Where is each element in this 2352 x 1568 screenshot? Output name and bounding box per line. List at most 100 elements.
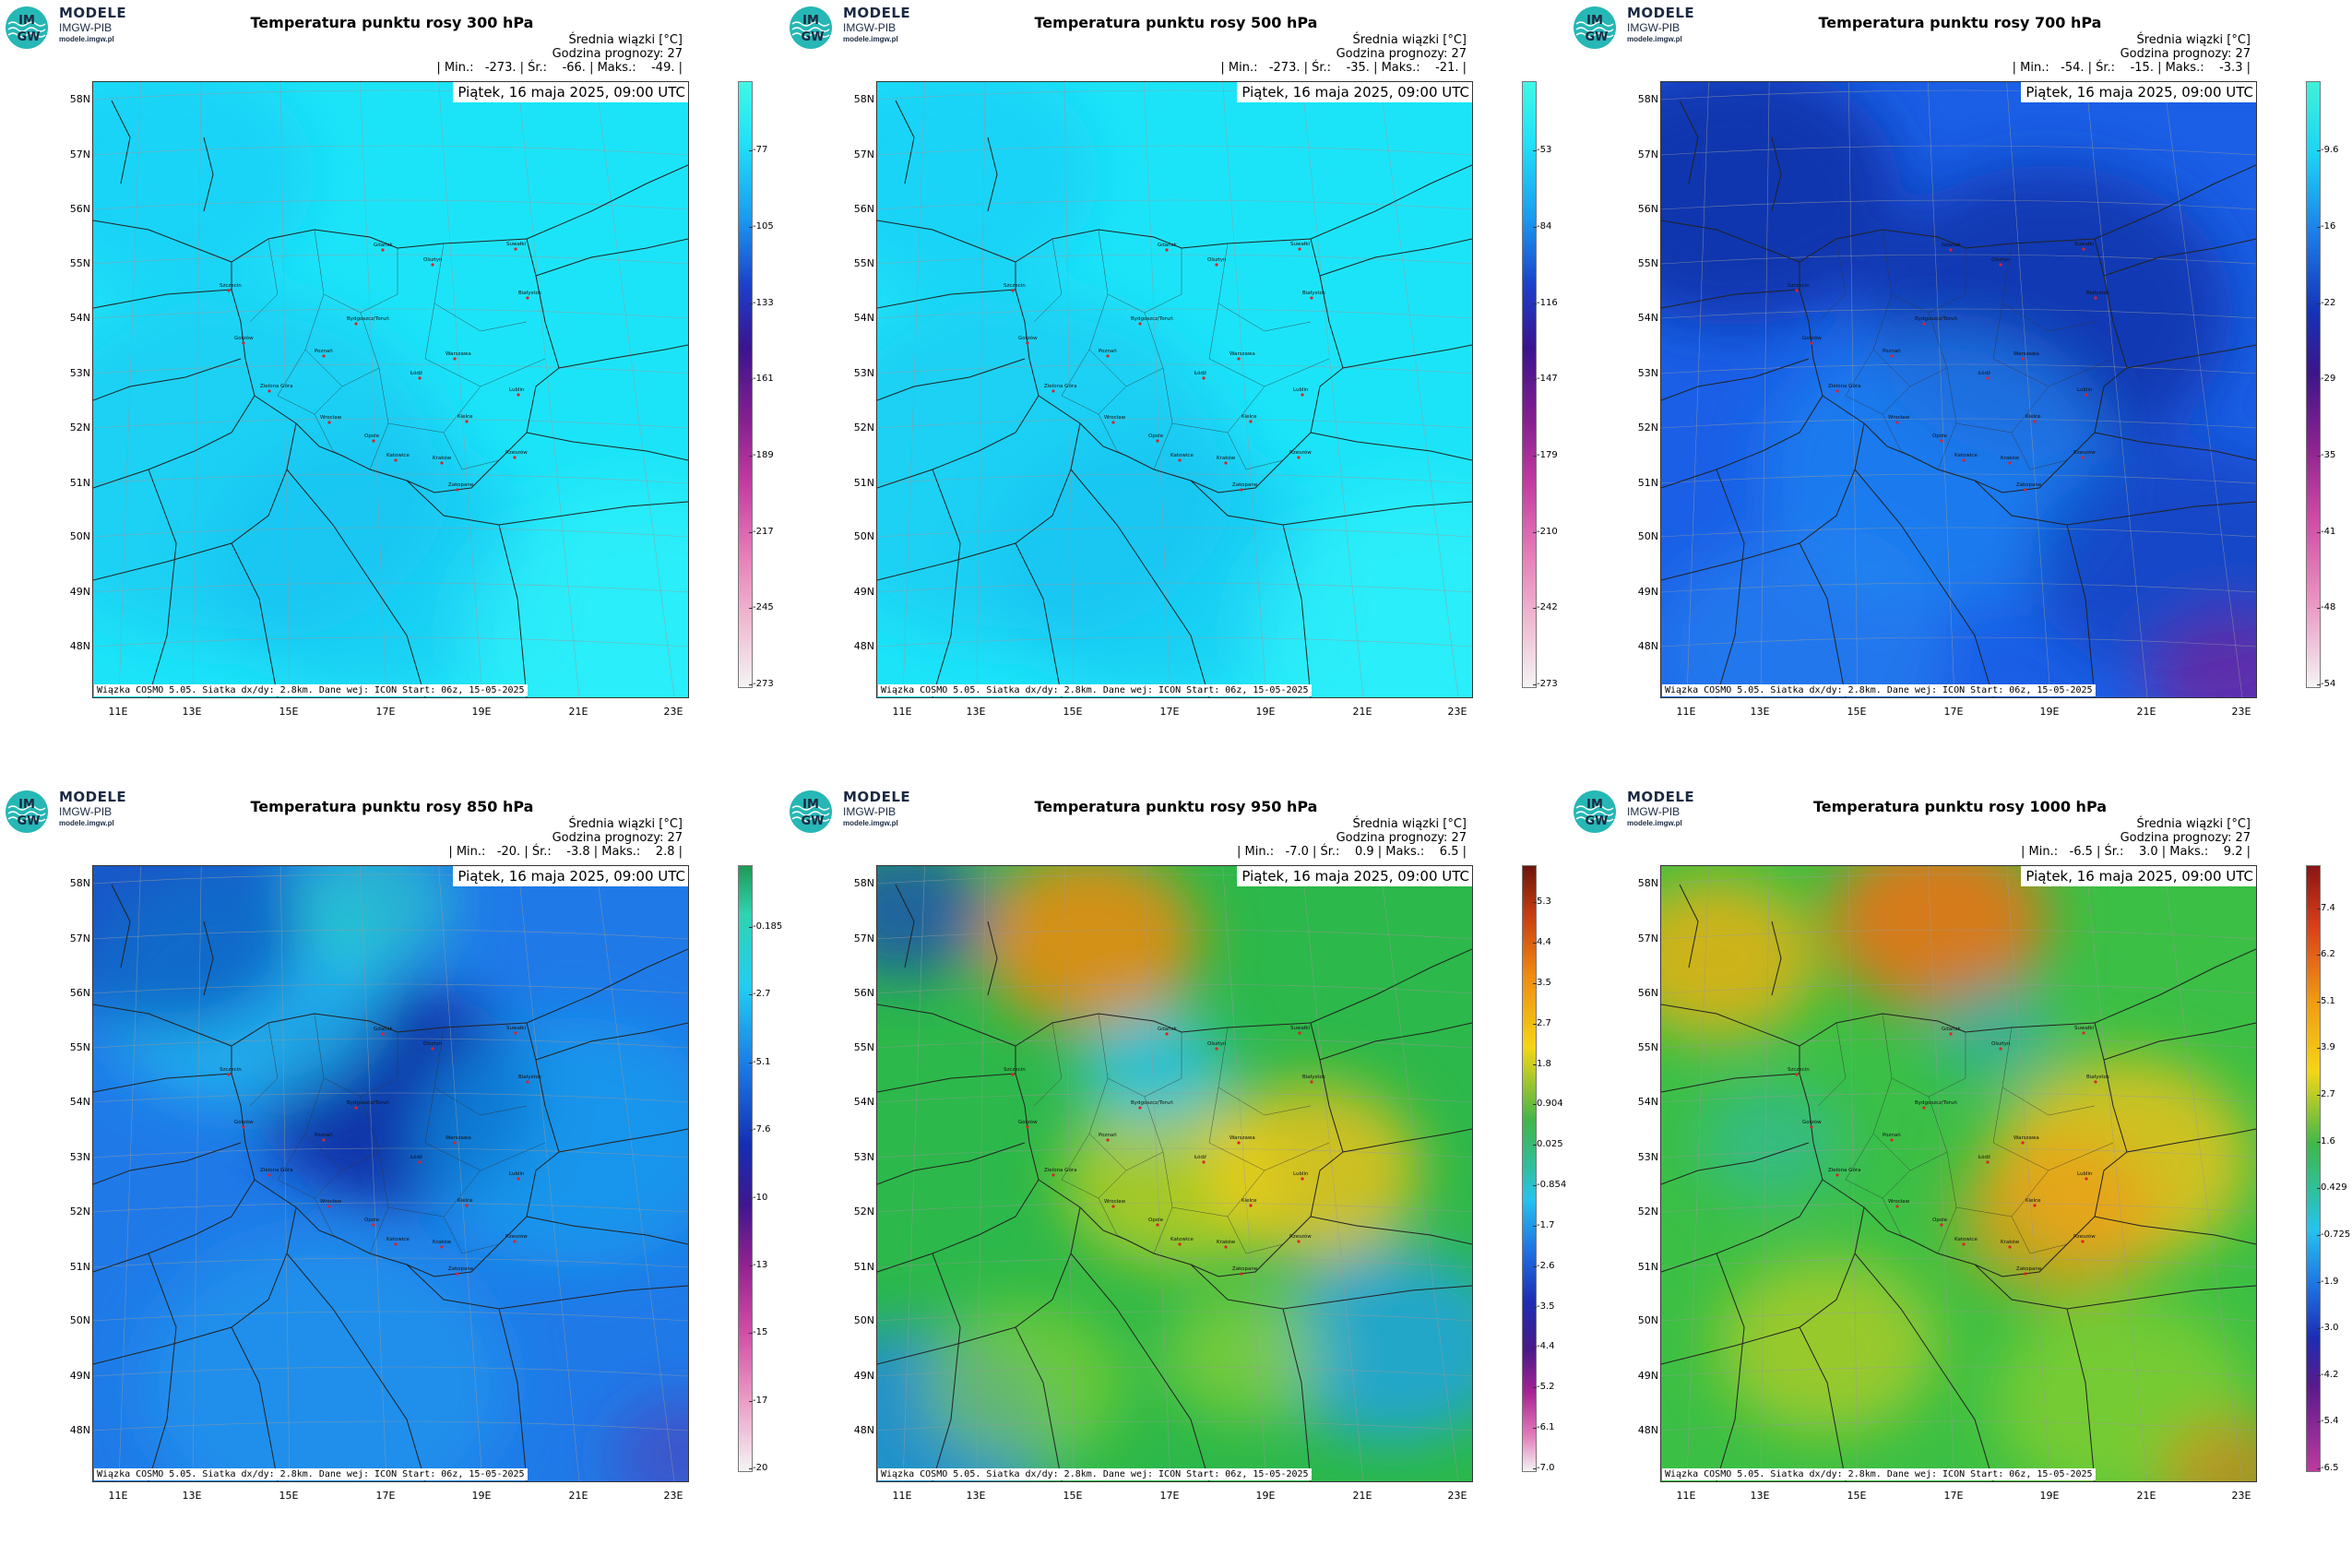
colorbar-tick: -48 — [2317, 602, 2352, 612]
brand-url[interactable]: modele.imgw.pl — [843, 819, 898, 827]
city-label: Wrocław — [1104, 415, 1126, 421]
city-dot — [1810, 341, 1813, 345]
brand-url[interactable]: modele.imgw.pl — [1627, 819, 1682, 827]
city-label: Białystok — [518, 1075, 542, 1080]
city-label: Warszawa — [445, 1135, 471, 1141]
city-dot — [2024, 488, 2027, 492]
city-dot — [327, 421, 331, 424]
colorbar-tick: -133 — [749, 298, 793, 308]
lat-label: 56N — [69, 987, 90, 999]
lat-label: 56N — [853, 203, 874, 215]
city-dot — [1178, 1242, 1182, 1246]
city-label: Poznań — [1883, 348, 1901, 354]
country-borders — [1661, 884, 2256, 1481]
brand-url[interactable]: modele.imgw.pl — [59, 35, 114, 43]
valid-date: Piątek, 16 maja 2025, 09:00 UTC — [2021, 866, 2256, 886]
colorbar-tick: -4.2 — [2317, 1370, 2352, 1380]
colorbar-tick: -273 — [749, 679, 793, 689]
city-label: Bydgoszcz/Toruń — [347, 1099, 389, 1106]
lat-label: 51N — [1637, 1261, 1658, 1273]
colorbar-tick: -0.725 — [2317, 1229, 2352, 1240]
lon-label: 13E — [966, 1490, 986, 1502]
lon-label: 11E — [1676, 706, 1696, 718]
city-label: Lublin — [1293, 1171, 1309, 1177]
svg-text:IM: IM — [1586, 14, 1603, 28]
city-label: Warszawa — [445, 351, 471, 357]
map-area[interactable]: Gdańsk Olsztyn Suwałki Szczecin Białystok Byd… — [1660, 865, 2257, 1482]
colorbar-tick: 7.4 — [2317, 903, 2352, 913]
valid-date: Piątek, 16 maja 2025, 09:00 UTC — [453, 866, 688, 886]
lon-label: 17E — [1943, 706, 1964, 718]
city-label: Wrocław — [320, 1199, 342, 1205]
colorbar-tick: 5.3 — [1533, 897, 1577, 907]
city-label: Katowice — [386, 1237, 410, 1242]
city-label: Opole — [1932, 1218, 1948, 1223]
city-label: Poznań — [315, 348, 333, 354]
forecast-hour: Godzina prognozy: 27 — [552, 47, 683, 61]
colorbar-tick: -5.4 — [2317, 1416, 2352, 1426]
map-area[interactable]: Gdańsk Olsztyn Suwałki Szczecin Białystok Byd… — [876, 81, 1473, 698]
brand-block: MODELE IMGW-PIB modele.imgw.pl — [1627, 6, 1694, 43]
city-dot — [322, 354, 326, 358]
city-label: Lublin — [2077, 387, 2093, 393]
lat-label: 52N — [1637, 422, 1658, 434]
city-dot — [1224, 1245, 1228, 1249]
brand-institute: IMGW-PIB — [843, 21, 897, 34]
brand-url[interactable]: modele.imgw.pl — [1627, 35, 1682, 43]
brand-name: MODELE — [59, 5, 127, 21]
city-dot — [1795, 1073, 1799, 1076]
city-label: Lublin — [1293, 387, 1309, 393]
city-dot — [1949, 1032, 1953, 1036]
lat-label: 57N — [1637, 148, 1658, 160]
city-label: Wrocław — [1104, 1199, 1126, 1205]
panel-meta: Średnia wiązki [°C] Godzina prognozy: 27 |… — [2013, 33, 2251, 75]
city-label: Zielona Góra — [1044, 383, 1076, 389]
city-dot — [1835, 389, 1839, 393]
map-area[interactable]: Gdańsk Olsztyn Suwałki Szczecin Białystok Byd… — [92, 865, 689, 1482]
lat-label: 57N — [1637, 932, 1658, 944]
panel-title: Temperatura punktu rosy 700 hPa — [1818, 14, 2102, 31]
lat-label: 51N — [853, 1261, 874, 1273]
svg-text:IM: IM — [1586, 798, 1603, 812]
panel-title: Temperatura punktu rosy 1000 hPa — [1812, 798, 2108, 815]
brand-block: MODELE IMGW-PIB modele.imgw.pl — [843, 790, 910, 827]
lat-label: 56N — [1637, 987, 1658, 999]
panel-title: Temperatura punktu rosy 300 hPa — [250, 14, 534, 31]
brand-url[interactable]: modele.imgw.pl — [59, 819, 114, 827]
panel-meta: Średnia wiązki [°C] Godzina prognozy: 27 |… — [448, 817, 683, 859]
colorbar-tick: -20 — [749, 1463, 793, 1473]
city-label: Zakopane — [2016, 1266, 2042, 1272]
lat-label: 58N — [1637, 877, 1658, 889]
city-label: Zakopane — [1232, 482, 1258, 488]
city-label: Kielce — [457, 1198, 473, 1204]
lat-label: 54N — [853, 312, 874, 324]
lon-label: 13E — [966, 706, 986, 718]
lon-label: 17E — [1943, 1490, 1964, 1502]
city-label: Zielona Góra — [260, 383, 292, 389]
city-label: Warszawa — [2013, 1135, 2039, 1141]
city-label: Suwałki — [506, 1026, 527, 1031]
brand-institute: IMGW-PIB — [1627, 21, 1681, 34]
map-area[interactable]: Gdańsk Olsztyn Suwałki Szczecin Białystok Byd… — [1660, 81, 2257, 698]
country-borders — [1661, 100, 2256, 697]
brand-block: MODELE IMGW-PIB modele.imgw.pl — [59, 6, 126, 43]
country-borders — [93, 100, 688, 697]
city-dot — [1986, 376, 1990, 380]
city-dot — [1962, 1242, 1966, 1246]
map-area[interactable]: Gdańsk Olsztyn Suwałki Szczecin Białystok Byd… — [876, 865, 1473, 1482]
lon-label: 23E — [1447, 706, 1467, 718]
lat-label: 53N — [853, 367, 874, 379]
colorbar-tick: -161 — [749, 374, 793, 384]
city-dot — [431, 263, 434, 267]
city-dot — [1249, 1204, 1253, 1207]
colorbar-tick: -17 — [749, 1396, 793, 1406]
panel-meta: Średnia wiązki [°C] Godzina prognozy: 27 |… — [2021, 817, 2251, 859]
city-dot — [1999, 1047, 2002, 1051]
lat-label: 55N — [853, 257, 874, 269]
brand-url[interactable]: modele.imgw.pl — [843, 35, 898, 43]
map-area[interactable]: Gdańsk Olsztyn Suwałki Szczecin Białystok Byd… — [92, 81, 689, 698]
province-borders — [1033, 229, 1330, 470]
city-label: Gorzów — [234, 335, 254, 341]
city-dot — [372, 1223, 375, 1227]
city-dot — [2021, 357, 2025, 361]
